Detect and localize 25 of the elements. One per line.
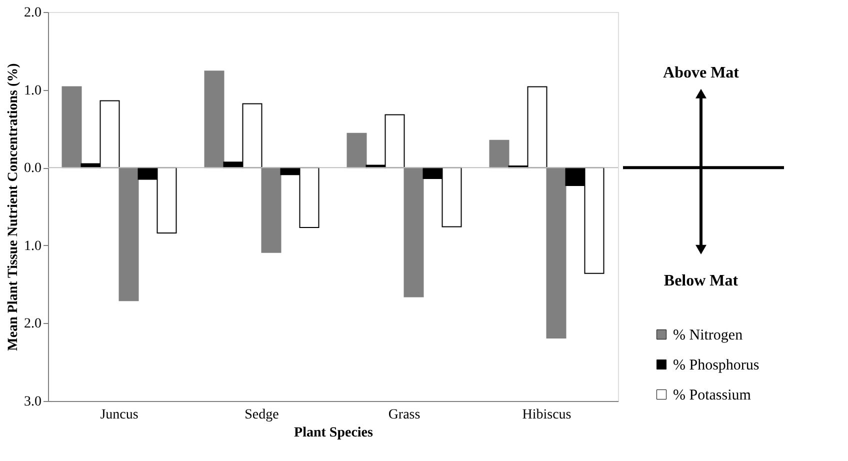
x-tick-label: Hibiscus	[522, 408, 572, 422]
legend-label: % Potassium	[673, 388, 752, 404]
legend-label: % Nitrogen	[673, 328, 744, 344]
bar	[546, 167, 566, 338]
y-tick-label: 3.0	[24, 394, 42, 410]
x-tick-label: Grass	[388, 408, 420, 422]
legend-label: % Phosphorus	[673, 358, 760, 374]
bar	[261, 167, 282, 253]
bar	[346, 132, 367, 168]
bar	[489, 140, 510, 168]
y-tick-label: 2.0	[24, 316, 42, 332]
x-axis-title: Plant Species	[294, 426, 374, 440]
y-tick-label: 2.0	[24, 6, 42, 20]
y-tick-label: 0.0	[24, 161, 42, 176]
bar	[118, 167, 139, 302]
text: Above Mat	[663, 64, 740, 82]
x-tick-label: Juncus	[100, 408, 138, 422]
y-axis-title: Mean Plant Tissue Nutrient Concentrations (%)	[6, 62, 21, 351]
y-tick-label: 1.0	[24, 238, 42, 254]
bar	[62, 86, 82, 168]
bar	[204, 70, 224, 168]
text: Below Mat	[664, 272, 739, 290]
y-tick-label: 1.0	[24, 83, 42, 98]
x-tick-label: Sedge	[244, 408, 279, 422]
bar	[404, 167, 424, 298]
